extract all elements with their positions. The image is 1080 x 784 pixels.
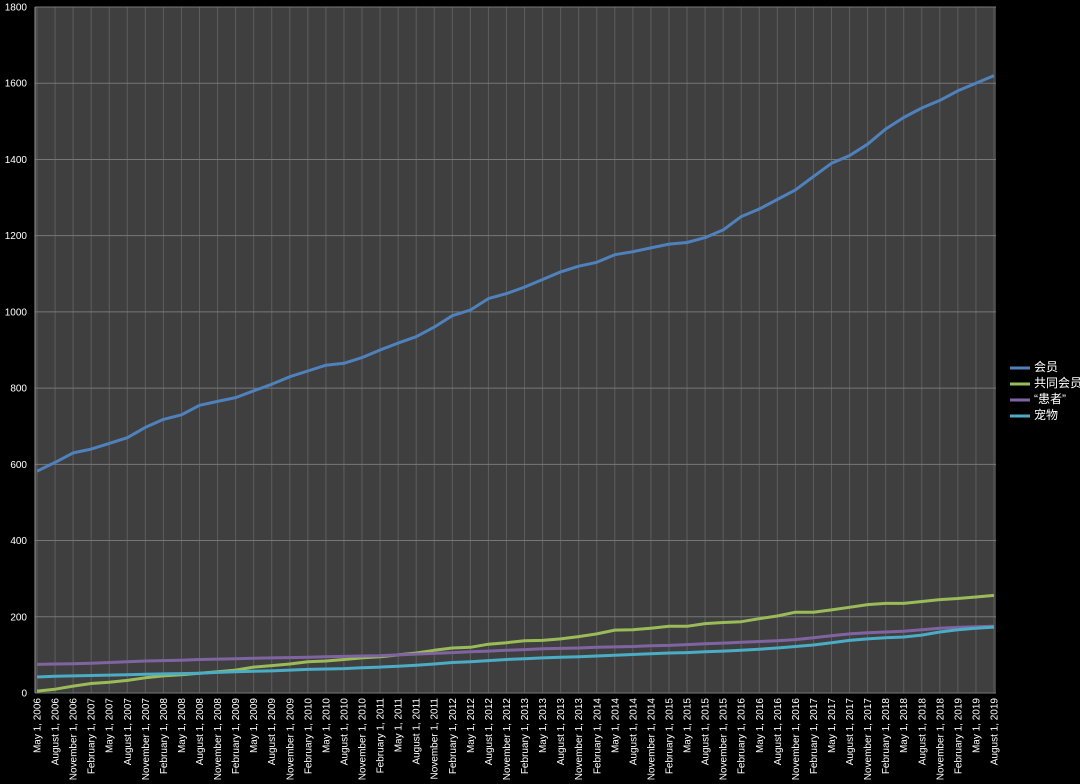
x-tick-label: August 1, 2018 [917,698,928,766]
x-tick-label: August 1, 2008 [195,698,206,766]
x-tick-label: August 1, 2012 [484,698,495,766]
x-tick-label: August 1, 2017 [845,698,856,766]
legend-label: “患者” [1034,392,1066,406]
series-line [36,624,995,666]
x-tick-label: May 1, 2007 [105,698,116,753]
x-tick-label: August 1, 2007 [123,698,134,766]
x-tick-label: August 1, 2010 [339,698,350,766]
x-tick-label: May 1, 2018 [899,698,910,753]
x-tick-label: February 1, 2008 [159,698,170,775]
x-tick-label: February 1, 2012 [448,698,459,775]
x-tick-label: February 1, 2014 [592,698,603,775]
x-tick-label: November 1, 2011 [430,698,441,780]
y-tick-label: 1000 [5,307,28,318]
y-tick-label: 1200 [5,231,28,242]
x-tick-label: February 1, 2019 [953,698,964,775]
x-tick-label: August 1, 2014 [628,698,639,766]
y-tick-label: 1800 [5,3,28,14]
x-tick-label: May 1, 2011 [394,698,405,753]
x-tick-label: August 1, 2011 [412,698,423,765]
x-tick-label: November 1, 2012 [502,698,513,781]
plot-area [35,7,996,693]
x-tick-label: August 1, 2016 [773,698,784,766]
x-tick-label: May 1, 2010 [321,698,332,753]
x-tick-label: August 1, 2006 [51,698,62,766]
x-tick-label: May 1, 2017 [827,698,838,753]
x-tick-label: February 1, 2009 [231,698,242,775]
y-tick-label: 1400 [5,155,28,166]
x-tick-label: August 1, 2019 [990,698,1001,766]
x-tick-label: May 1, 2014 [610,698,621,753]
x-tick-label: November 1, 2018 [935,698,946,781]
x-tick-label: November 1, 2006 [69,698,80,781]
legend-label: 共同会员 [1034,376,1080,390]
y-tick-label: 0 [21,689,27,700]
x-tick-label: May 1, 2013 [538,698,549,753]
x-tick-label: August 1, 2013 [556,698,567,766]
x-tick-label: May 1, 2009 [249,698,260,753]
y-tick-label: 1600 [5,79,28,90]
x-tick-label: November 1, 2016 [791,698,802,781]
x-tick-label: November 1, 2017 [863,698,874,781]
x-tick-label: November 1, 2015 [719,698,730,781]
x-tick-label: November 1, 2009 [285,698,296,781]
series-line [36,625,995,679]
x-tick-label: November 1, 2014 [646,698,657,781]
x-tick-label: May 1, 2019 [971,698,982,753]
x-tick-label: May 1, 2012 [466,698,477,753]
y-tick-label: 800 [10,384,27,395]
x-tick-label: February 1, 2016 [737,698,748,775]
legend-label: 会员 [1034,360,1058,374]
x-tick-label: May 1, 2008 [177,698,188,753]
x-tick-label: February 1, 2015 [664,698,675,775]
x-tick-label: November 1, 2007 [141,698,152,781]
series-line [36,74,995,473]
x-tick-label: August 1, 2009 [267,698,278,766]
x-tick-label: February 1, 2011 [376,698,387,774]
x-tick-label: February 1, 2017 [809,698,820,775]
x-tick-label: May 1, 2015 [683,698,694,753]
x-tick-label: May 1, 2006 [33,698,44,753]
x-tick-label: November 1, 2008 [213,698,224,781]
x-tick-label: February 1, 2018 [881,698,892,775]
x-tick-label: August 1, 2015 [701,698,712,766]
y-tick-label: 600 [10,460,27,471]
x-tick-label: February 1, 2013 [520,698,531,775]
legend-label: 宠物 [1034,407,1058,422]
x-tick-label: February 1, 2007 [87,698,98,775]
x-tick-label: November 1, 2013 [574,698,585,781]
y-tick-label: 200 [10,612,27,623]
y-tick-label: 400 [10,536,27,547]
x-tick-label: November 1, 2010 [358,698,369,781]
x-tick-label: February 1, 2010 [303,698,314,775]
x-tick-label: May 1, 2016 [755,698,766,753]
